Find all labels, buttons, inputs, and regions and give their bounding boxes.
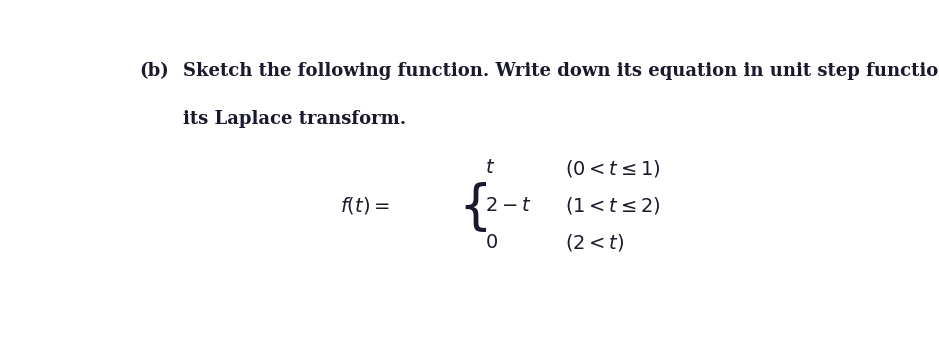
Text: $t$: $t$ [485, 159, 495, 178]
Text: $(2 < t)$: $(2 < t)$ [565, 232, 624, 253]
Text: its Laplace transform.: its Laplace transform. [183, 110, 406, 128]
Text: $f(t) =$: $f(t) =$ [340, 195, 391, 216]
Text: $(1 < t \leq 2)$: $(1 < t \leq 2)$ [565, 195, 661, 216]
Text: $(0 < t \leq 1)$: $(0 < t \leq 1)$ [565, 158, 661, 179]
Text: $\{$: $\{$ [458, 180, 487, 234]
Text: (b): (b) [139, 63, 169, 80]
Text: $2 - t$: $2 - t$ [485, 196, 531, 215]
Text: $0$: $0$ [485, 234, 498, 251]
Text: Sketch the following function. Write down its equation in unit step function and: Sketch the following function. Write dow… [183, 63, 939, 80]
